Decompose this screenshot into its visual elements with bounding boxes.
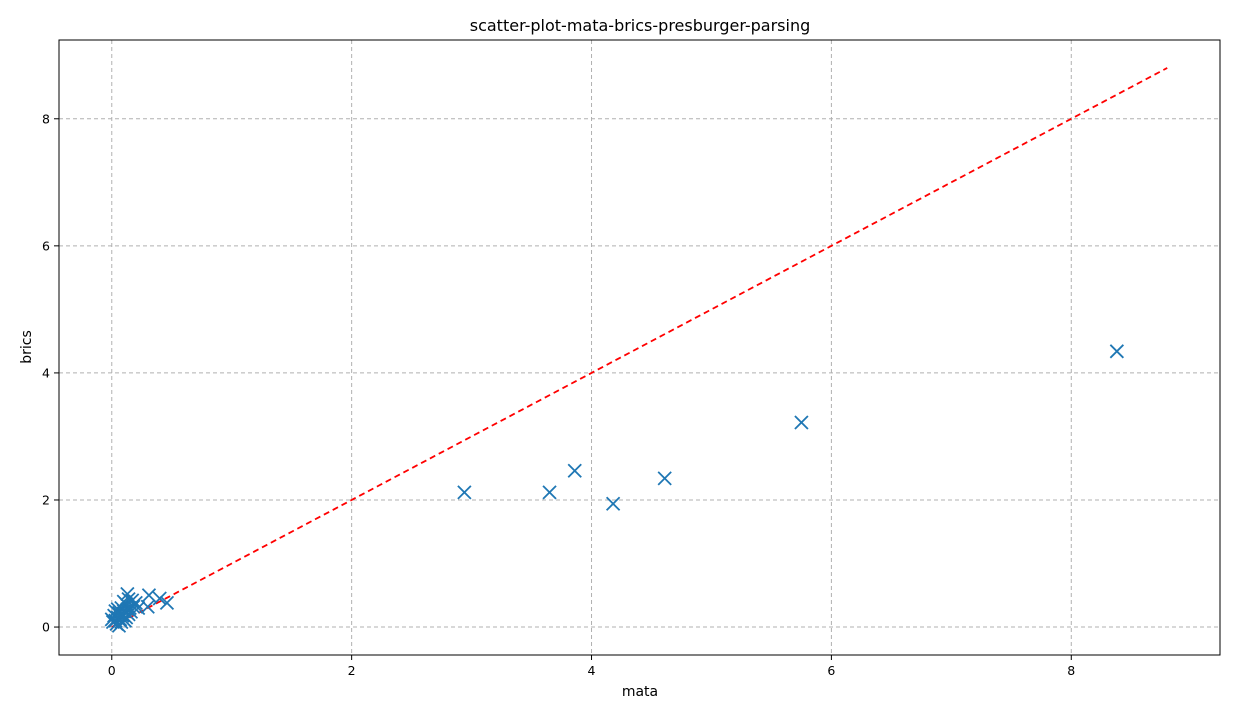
reference-line-group: [111, 67, 1168, 628]
x-axis-label: mata: [622, 684, 658, 700]
data-point-stroke: [152, 591, 167, 606]
x-tick-label-3: 6: [827, 663, 835, 678]
data-point-stroke: [117, 613, 133, 628]
data-points: [104, 344, 1124, 633]
data-point-stroke: [1109, 344, 1124, 359]
reference-line: [111, 67, 1168, 628]
x-tick-label-1: 2: [348, 663, 356, 678]
data-point-stroke: [657, 471, 672, 486]
data-point: [567, 463, 582, 478]
data-point-stroke: [605, 496, 621, 511]
data-point-stroke: [108, 604, 123, 619]
data-point-stroke: [567, 463, 582, 478]
x-tick-label-0: 0: [108, 663, 116, 678]
data-point-stroke: [120, 586, 135, 602]
y-tick-label-0: 0: [42, 620, 50, 635]
chart-title: scatter-plot-mata-brics-presburger-parsi…: [470, 16, 811, 35]
y-tick-label-1: 2: [42, 492, 50, 507]
data-point-stroke: [120, 602, 135, 617]
data-point-stroke: [159, 595, 175, 611]
data-point: [128, 595, 143, 611]
data-point-stroke: [794, 415, 809, 430]
data-point-stroke: [121, 591, 136, 607]
data-point: [1109, 344, 1124, 359]
data-point: [141, 588, 157, 603]
data-point-stroke: [114, 614, 129, 630]
x-tick-label-2: 4: [588, 663, 596, 678]
data-point: [457, 485, 472, 500]
y-tick-label-2: 4: [42, 365, 50, 380]
data-point: [542, 485, 557, 500]
y-axis-ticks: 0 2 4 6 8: [42, 111, 59, 635]
y-tick-label-3: 6: [42, 238, 50, 253]
x-tick-label-4: 8: [1067, 663, 1075, 678]
data-point: [104, 612, 119, 627]
data-point-stroke: [542, 485, 557, 500]
y-tick-label-4: 8: [42, 111, 50, 126]
data-point: [657, 471, 672, 486]
plot-frame: [58, 39, 1221, 656]
data-point-stroke: [128, 595, 143, 611]
data-point: [120, 602, 135, 617]
data-point: [152, 591, 167, 606]
data-point-stroke: [140, 599, 155, 614]
data-point-stroke: [457, 485, 472, 500]
y-axis-label: brics: [19, 330, 35, 364]
data-point: [605, 496, 621, 511]
data-point-stroke: [141, 588, 157, 603]
grid-lines: [59, 40, 1220, 655]
data-point-stroke: [113, 607, 128, 622]
data-point-stroke: [104, 612, 119, 627]
data-point: [794, 415, 809, 430]
data-point-stroke: [107, 608, 122, 623]
data-point: [159, 595, 175, 611]
x-axis-ticks: 0 2 4 6 8: [108, 655, 1075, 678]
data-point: [108, 604, 123, 619]
